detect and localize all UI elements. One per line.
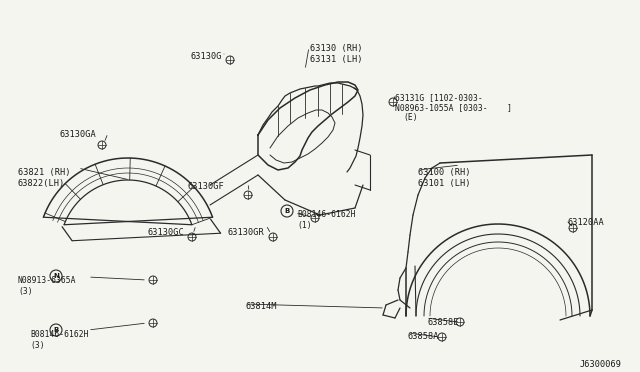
Text: B08146-6162H
(1): B08146-6162H (1) — [297, 210, 355, 230]
Text: 63858A: 63858A — [408, 332, 440, 341]
Text: 63130GC: 63130GC — [148, 228, 185, 237]
Text: (E): (E) — [403, 113, 418, 122]
Text: 63120AA: 63120AA — [567, 218, 604, 227]
Text: N08913-6365A
(3): N08913-6365A (3) — [18, 276, 77, 296]
Text: N08963-1055A [0303-    ]: N08963-1055A [0303- ] — [395, 103, 512, 112]
Text: B: B — [53, 327, 59, 333]
Text: 63130 (RH)
63131 (LH): 63130 (RH) 63131 (LH) — [310, 44, 362, 64]
Text: 63130GR: 63130GR — [228, 228, 265, 237]
Text: 63130GF: 63130GF — [188, 182, 225, 191]
Text: 63814M: 63814M — [246, 302, 278, 311]
Text: 63821 (RH)
63822(LH): 63821 (RH) 63822(LH) — [18, 168, 70, 189]
Text: 63858E: 63858E — [428, 318, 460, 327]
Text: 63130G: 63130G — [191, 52, 222, 61]
Text: J6300069: J6300069 — [580, 360, 622, 369]
Text: B08146-6162H
(3): B08146-6162H (3) — [30, 330, 88, 350]
Text: 63130GA: 63130GA — [60, 130, 97, 139]
Text: 63100 (RH)
63101 (LH): 63100 (RH) 63101 (LH) — [418, 168, 470, 189]
Text: N: N — [53, 273, 59, 279]
Text: 63131G [1102-0303-: 63131G [1102-0303- — [395, 93, 483, 102]
Text: B: B — [284, 208, 290, 214]
